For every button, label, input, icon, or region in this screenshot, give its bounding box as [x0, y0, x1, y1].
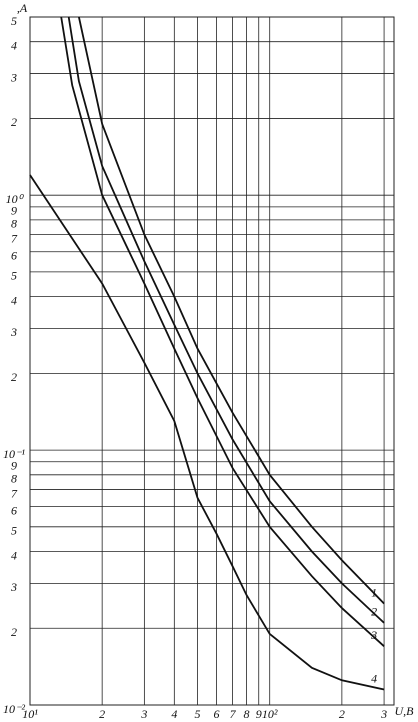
- y-tick-label: 9: [11, 459, 17, 473]
- series-label: 1: [371, 585, 377, 599]
- y-tick-label: 4: [11, 293, 17, 307]
- y-tick-label: 6: [11, 503, 17, 517]
- x-tick-label: 3: [140, 707, 147, 721]
- series-label: 3: [370, 628, 377, 642]
- x-tick-label: 3: [380, 707, 387, 721]
- y-tick-label: 5: [11, 524, 17, 538]
- curve: [67, 16, 385, 624]
- x-tick-label: 7: [230, 707, 237, 721]
- y-tick-label: 7: [11, 231, 18, 245]
- x-tick-label: 8: [243, 707, 249, 721]
- series-label: 4: [371, 671, 377, 685]
- curve: [29, 174, 385, 691]
- y-tick-label: 6: [11, 248, 17, 262]
- x-tick-label: 2: [339, 707, 345, 721]
- y-tick-label: 4: [11, 38, 17, 52]
- y-tick-label: 9: [11, 204, 17, 218]
- y-tick-label: 2: [11, 115, 17, 129]
- x-tick-label: 10²: [262, 707, 278, 721]
- y-tick-label: 2: [11, 625, 17, 639]
- x-tick-label: 6: [214, 707, 220, 721]
- x-tick-label: 4: [171, 707, 177, 721]
- y-tick-label: 2: [11, 370, 17, 384]
- y-tick-label: 10⁰: [6, 192, 25, 206]
- y-tick-label: 4: [11, 548, 17, 562]
- curve: [78, 16, 385, 605]
- y-tick-label: 3: [10, 70, 17, 84]
- x-tick-label: 2: [99, 707, 105, 721]
- x-tick-label: 9: [256, 707, 262, 721]
- y-tick-label: 3: [10, 580, 17, 594]
- series-label: 2: [371, 605, 377, 619]
- y-tick-label: 5: [11, 269, 17, 283]
- curve: [60, 16, 385, 647]
- x-tick-label: 10¹: [22, 707, 38, 721]
- y-tick-label: 10⁻²: [3, 702, 25, 716]
- y-tick-label: 3: [10, 325, 17, 339]
- y-tick-label: 8: [11, 217, 17, 231]
- y-tick-label: 10⁻¹: [3, 447, 25, 461]
- x-axis-label: U,B: [395, 704, 415, 718]
- y-tick-label: 8: [11, 472, 17, 486]
- y-tick-label: 5: [11, 14, 17, 28]
- x-tick-label: 5: [195, 707, 201, 721]
- y-tick-label: 7: [11, 486, 18, 500]
- y-axis-label: ,A: [17, 1, 28, 15]
- plot-frame: [29, 16, 395, 706]
